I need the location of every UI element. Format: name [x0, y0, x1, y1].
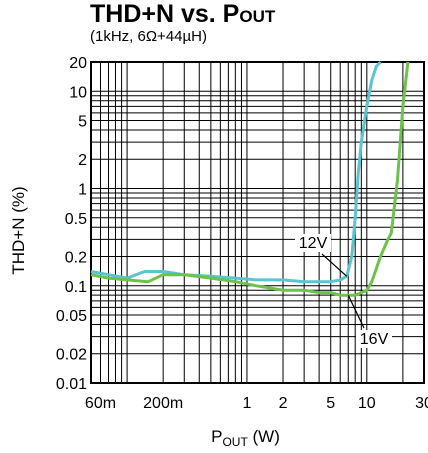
- y-tick-labels: 0.01 0.02 0.05 0.1 0.2 0.5 1 2 5 10 20: [56, 55, 87, 393]
- annotation-bg-16v: [356, 330, 392, 348]
- annotation-bg-12v: [295, 234, 331, 252]
- y-tick-label: 0.01: [56, 376, 87, 393]
- y-tick-label: 2: [78, 152, 87, 169]
- x-tick-label: 60m: [85, 395, 116, 412]
- annotation-leader-16v: [347, 294, 365, 329]
- y-tick-label: 0.5: [65, 211, 87, 228]
- chart-title-subscript: OUT: [239, 7, 276, 26]
- y-tick-label: 0.02: [56, 347, 87, 364]
- y-tick-label: 0.1: [65, 279, 87, 296]
- y-tick-label: 5: [78, 114, 87, 131]
- chart-subtitle: (1kHz, 6Ω+44µH): [90, 28, 207, 45]
- chart-title: THD+N vs. POUT: [90, 0, 276, 28]
- annotation-12v: 12V: [299, 235, 328, 252]
- x-tick-labels: 60m 200m 1 2 5 10 30: [85, 395, 428, 412]
- annotation-16v: 16V: [360, 331, 389, 348]
- annotation-layer: 12V 16V: [295, 234, 392, 348]
- y-tick-label: 0.2: [65, 249, 87, 266]
- annotation-leader-12v: [321, 253, 348, 277]
- x-tick-label: 5: [326, 395, 335, 412]
- x-tick-label: 2: [279, 395, 288, 412]
- x-axis-label: POUT (W): [211, 427, 280, 449]
- series-line-16v: [90, 61, 410, 297]
- series-line-12v: [90, 60, 382, 284]
- x-tick-label: 10: [358, 395, 376, 412]
- x-tick-label: 1: [242, 395, 251, 412]
- x-tick-label: 200m: [143, 395, 183, 412]
- y-axis-label: THD+N (%): [9, 186, 28, 274]
- y-tick-label: 1: [78, 182, 87, 199]
- y-tick-label: 20: [69, 55, 87, 72]
- y-tick-label: 0.05: [56, 308, 87, 325]
- series-layer: [90, 60, 410, 297]
- plot-frame: [90, 61, 425, 384]
- x-tick-label: 30: [415, 395, 428, 412]
- y-tick-label: 10: [69, 84, 87, 101]
